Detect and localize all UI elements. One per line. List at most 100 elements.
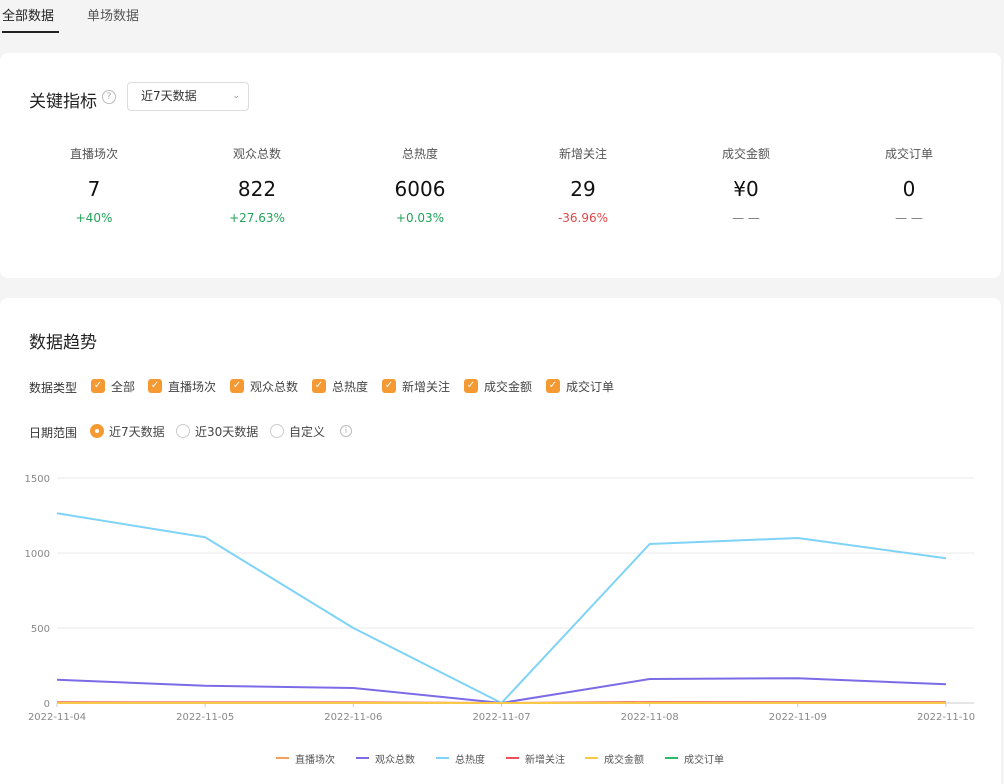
x-tick-label: 2022-11-04: [28, 712, 86, 723]
legend-item[interactable]: 观众总数: [356, 751, 415, 766]
radio-dot: [270, 424, 284, 438]
x-tick-label: 2022-11-09: [769, 712, 827, 723]
metric-value: ¥0: [733, 177, 759, 201]
checkbox-label: 新增关注: [402, 379, 451, 394]
legend-swatch: [276, 757, 289, 759]
check-icon: ✓: [148, 379, 162, 393]
checkbox-new-follows[interactable]: ✓ 新增关注: [382, 378, 450, 394]
checkbox-total-viewers[interactable]: ✓ 观众总数: [230, 378, 298, 394]
metric-change: — —: [732, 211, 760, 225]
checkbox-label: 成交金额: [484, 379, 533, 394]
check-icon: ✓: [312, 379, 326, 393]
legend-swatch: [585, 757, 598, 759]
legend-item[interactable]: 成交订单: [665, 751, 724, 766]
radio-dot: [176, 424, 190, 438]
checkbox-label: 直播场次: [168, 379, 217, 394]
check-icon: ✓: [464, 379, 478, 393]
checkbox-transaction-amount[interactable]: ✓ 成交金额: [464, 378, 532, 394]
metric-total-heat: 总热度 6006 +0.03%: [340, 145, 500, 225]
checkbox-transaction-orders[interactable]: ✓ 成交订单: [546, 378, 614, 394]
trend-line-chart: 0 500 1000 1500 2022-11-04 2022-11-05 2022-11-…: [25, 474, 976, 723]
data-trend-title: 数据趋势: [29, 333, 97, 353]
legend-swatch: [356, 757, 369, 759]
series-line: [56, 677, 947, 704]
check-icon: ✓: [546, 379, 560, 393]
metric-label: 新增关注: [558, 147, 607, 161]
key-metrics-card: 关键指标 ? 近7天数据 ⌄ 直播场次 7 +40% 观众总数 822 +27.…: [0, 53, 1001, 278]
metric-total-viewers: 观众总数 822 +27.63%: [177, 145, 337, 225]
legend-swatch: [665, 757, 678, 759]
metric-label: 直播场次: [69, 147, 118, 161]
legend-swatch: [506, 757, 519, 759]
metric-value: 7: [87, 177, 101, 201]
legend-item[interactable]: 总热度: [436, 751, 485, 766]
x-tick-label: 2022-11-05: [176, 712, 234, 723]
date-range-label: 日期范围: [29, 426, 78, 440]
radio-label: 自定义: [289, 424, 326, 439]
data-type-label: 数据类型: [29, 381, 78, 395]
legend-label: 观众总数: [375, 754, 415, 766]
metric-transaction-amount: 成交金额 ¥0 — —: [666, 145, 826, 225]
checkbox-label: 全部: [111, 379, 136, 394]
metric-change: — —: [895, 211, 923, 225]
x-tick-label: 2022-11-06: [324, 712, 382, 723]
y-tick-label: 1000: [25, 549, 50, 560]
metric-value: 29: [570, 177, 596, 201]
check-icon: ✓: [230, 379, 244, 393]
chevron-down-icon: ⌄: [232, 91, 240, 101]
legend-label: 成交金额: [604, 754, 644, 766]
metric-value: 822: [237, 177, 277, 201]
legend-label: 成交订单: [684, 754, 724, 766]
legend-label: 新增关注: [525, 754, 565, 766]
legend-item[interactable]: 直播场次: [276, 751, 335, 766]
metric-change: -36.96%: [557, 211, 609, 225]
key-metrics-title: 关键指标: [29, 92, 97, 112]
active-tab-indicator: [2, 31, 59, 33]
metric-change: +27.63%: [229, 211, 285, 225]
metric-label: 观众总数: [232, 147, 281, 161]
checkbox-label: 成交订单: [566, 379, 615, 394]
legend-label: 总热度: [455, 754, 485, 766]
check-icon: ✓: [91, 379, 105, 393]
radio-label: 近30天数据: [195, 424, 259, 439]
metric-transaction-orders: 成交订单 0 — —: [829, 145, 989, 225]
range-select[interactable]: 近7天数据 ⌄: [127, 82, 249, 111]
metric-label: 成交订单: [884, 147, 933, 161]
y-tick-label: 500: [31, 624, 50, 635]
metric-new-follows: 新增关注 29 -36.96%: [503, 145, 663, 225]
legend-label: 直播场次: [295, 754, 335, 766]
checkbox-label: 总热度: [332, 379, 369, 394]
tab-all-data[interactable]: 全部数据: [2, 9, 55, 24]
checkbox-live-sessions[interactable]: ✓ 直播场次: [148, 378, 216, 394]
metric-change: +40%: [75, 211, 113, 225]
x-tick-label: 2022-11-10: [917, 712, 975, 723]
metric-label: 总热度: [401, 147, 438, 161]
top-tabs: 全部数据 单场数据: [0, 0, 1004, 36]
checkbox-all[interactable]: ✓ 全部: [91, 378, 135, 394]
y-tick-label: 0: [44, 699, 50, 710]
legend-swatch: [436, 757, 449, 759]
y-tick-label: 1500: [25, 474, 50, 485]
metric-value: 0: [902, 177, 916, 201]
radio-last-7-days[interactable]: 近7天数据: [90, 423, 165, 439]
help-icon[interactable]: ?: [102, 90, 116, 104]
series-line: [56, 512, 947, 704]
metric-live-sessions: 直播场次 7 +40%: [14, 145, 174, 225]
radio-custom[interactable]: 自定义: [270, 423, 325, 439]
tab-single-session-data[interactable]: 单场数据: [87, 9, 140, 24]
x-tick-label: 2022-11-08: [621, 712, 679, 723]
metric-label: 成交金额: [721, 147, 770, 161]
radio-dot: [90, 424, 104, 438]
check-icon: ✓: [382, 379, 396, 393]
legend-item[interactable]: 新增关注: [506, 751, 565, 766]
metric-change: +0.03%: [395, 211, 445, 225]
info-icon[interactable]: i: [340, 425, 352, 437]
checkbox-total-heat[interactable]: ✓ 总热度: [312, 378, 368, 394]
radio-last-30-days[interactable]: 近30天数据: [176, 423, 258, 439]
x-tick-label: 2022-11-07: [472, 712, 530, 723]
legend-item[interactable]: 成交金额: [585, 751, 644, 766]
radio-label: 近7天数据: [109, 424, 165, 439]
range-select-value: 近7天数据: [141, 89, 197, 103]
metric-value: 6006: [394, 177, 446, 201]
checkbox-label: 观众总数: [250, 379, 299, 394]
